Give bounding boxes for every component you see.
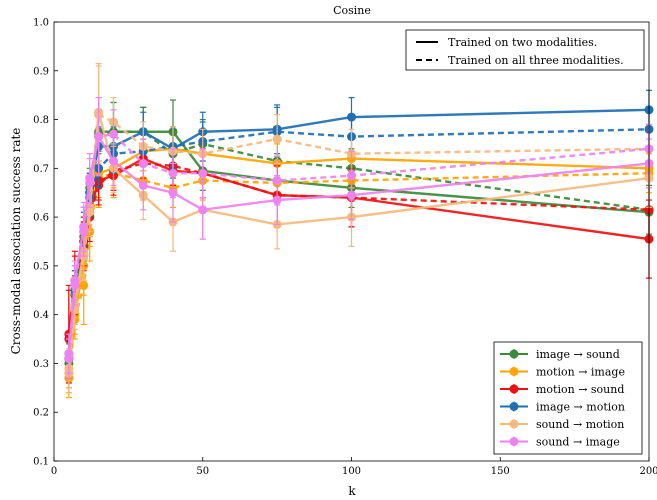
series-legend-label: motion → sound <box>536 383 624 396</box>
solid-line <box>67 111 650 369</box>
y-tick-label: 0.4 <box>33 310 49 321</box>
series-legend-label: sound → motion <box>536 418 624 431</box>
data-point <box>109 156 118 166</box>
data-point <box>85 173 95 183</box>
y-tick-label: 0.2 <box>33 408 49 419</box>
x-tick-label: 150 <box>491 466 510 477</box>
y-tick-label: 1.0 <box>33 18 49 29</box>
axes: 0 50 100 150 200 0.1 0.2 0.3 0.4 0.5 0.6 0.7 0.8 0.9 1… <box>33 18 657 478</box>
dashed-line <box>67 112 650 374</box>
series-legend-entry: image → motion <box>500 401 625 414</box>
legend-marker-icon <box>509 349 519 359</box>
data-point <box>94 132 104 142</box>
solid-line <box>67 108 650 354</box>
solid-line <box>67 147 650 374</box>
series-legend-label: image → motion <box>536 401 625 414</box>
style-legend-label-two: Trained on two modalities. <box>448 36 597 49</box>
series-legend-entry: motion → sound <box>500 383 624 396</box>
data-point <box>64 349 74 359</box>
series-1 <box>64 99 654 384</box>
legend-marker-icon <box>509 437 519 446</box>
x-tick-label: 100 <box>342 466 361 477</box>
dashed-line <box>67 171 650 379</box>
y-tick-label: 0.7 <box>33 164 49 175</box>
y-tick-label: 0.6 <box>33 213 49 224</box>
y-tick-label: 0.8 <box>33 115 49 126</box>
series-4 <box>64 89 654 379</box>
x-tick-label: 50 <box>196 466 209 477</box>
data-point <box>347 190 356 200</box>
style-legend-box <box>405 29 645 71</box>
data-point <box>138 180 148 190</box>
data-point <box>272 195 282 205</box>
series-legend-entry: motion → image <box>500 366 625 379</box>
series-legend-label: motion → image <box>536 366 625 379</box>
series-legend-label: image → sound <box>536 348 620 361</box>
y-tick-label: 0.9 <box>33 66 49 77</box>
style-legend: Trained on two modalities. Trained on al… <box>405 29 645 71</box>
series-legend-label: sound → image <box>536 436 620 449</box>
data-point <box>70 276 80 286</box>
series-legend-box <box>493 341 643 455</box>
x-tick-label: 0 <box>51 466 57 477</box>
legend-marker-icon <box>509 384 519 394</box>
dashed-line <box>67 132 650 359</box>
series-legend-entry: image → sound <box>500 348 620 361</box>
series-6 <box>64 97 654 379</box>
chart-title: Cosine <box>333 4 371 17</box>
y-tick-label: 0.1 <box>33 457 49 468</box>
y-axis-label: Cross-modal association success rate <box>9 128 23 355</box>
solid-line <box>67 157 650 335</box>
x-tick-label: 200 <box>639 466 657 477</box>
data-point <box>79 222 89 232</box>
style-legend-label-three: Trained on all three modalities. <box>448 54 624 67</box>
series-legend-entry: sound → motion <box>500 418 624 431</box>
solid-line <box>67 133 650 354</box>
data-point <box>198 168 208 178</box>
y-tick-label: 0.5 <box>33 261 49 272</box>
y-tick-label: 0.3 <box>33 359 49 370</box>
legend-marker-icon <box>509 419 519 429</box>
dashed-line <box>67 128 650 359</box>
x-axis-label: k <box>348 484 356 498</box>
data-point <box>198 205 208 215</box>
series-legend-entry: sound → image <box>500 436 620 449</box>
data-point <box>168 188 178 198</box>
series-legend: image → sound motion → image motion → soun… <box>493 341 643 455</box>
legend-marker-icon <box>509 367 519 376</box>
data-point <box>347 112 356 122</box>
data-point <box>272 134 282 144</box>
legend-marker-icon <box>509 402 519 411</box>
